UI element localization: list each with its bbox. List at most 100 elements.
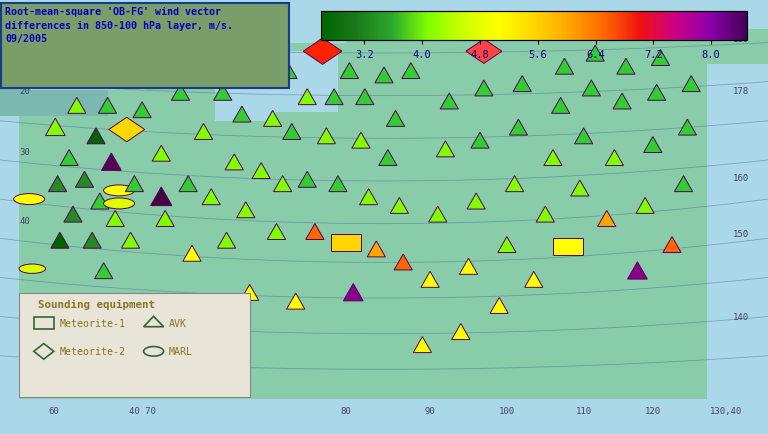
Polygon shape — [429, 207, 447, 223]
Polygon shape — [436, 141, 455, 158]
Text: 100: 100 — [438, 15, 453, 24]
Polygon shape — [303, 39, 342, 65]
Polygon shape — [263, 111, 282, 127]
Polygon shape — [171, 85, 190, 101]
Polygon shape — [306, 224, 324, 240]
Polygon shape — [513, 76, 531, 92]
FancyBboxPatch shape — [1, 4, 289, 89]
Polygon shape — [286, 293, 305, 309]
Ellipse shape — [104, 185, 134, 197]
Polygon shape — [279, 63, 297, 79]
Polygon shape — [636, 198, 654, 214]
Polygon shape — [87, 128, 105, 145]
Polygon shape — [109, 118, 144, 142]
Text: 180: 180 — [733, 35, 749, 43]
Text: 50: 50 — [19, 295, 30, 304]
Text: Meteorite-2: Meteorite-2 — [59, 347, 125, 356]
Polygon shape — [75, 172, 94, 188]
Polygon shape — [94, 263, 113, 279]
Polygon shape — [627, 262, 647, 279]
Polygon shape — [106, 211, 124, 227]
Polygon shape — [151, 187, 172, 206]
Polygon shape — [498, 237, 516, 253]
Polygon shape — [682, 76, 700, 92]
Text: Sounding equipment: Sounding equipment — [38, 299, 155, 309]
Polygon shape — [340, 63, 359, 79]
Polygon shape — [544, 150, 562, 166]
Polygon shape — [121, 233, 140, 249]
Polygon shape — [467, 194, 485, 210]
Polygon shape — [536, 207, 554, 223]
Polygon shape — [390, 198, 409, 214]
Text: 40 70: 40 70 — [129, 406, 155, 414]
Text: Root-mean-square 'OB-FG' wind vector
differences in 850-100 hPa layer, m/s.
09/2: Root-mean-square 'OB-FG' wind vector dif… — [5, 7, 233, 44]
Text: 30: 30 — [19, 148, 30, 156]
Polygon shape — [402, 63, 420, 79]
Polygon shape — [325, 89, 343, 105]
Polygon shape — [202, 189, 220, 205]
Polygon shape — [613, 94, 631, 110]
Polygon shape — [586, 46, 604, 62]
Polygon shape — [240, 285, 259, 301]
Text: 110: 110 — [576, 406, 591, 414]
Polygon shape — [298, 89, 316, 105]
Polygon shape — [551, 98, 570, 114]
Text: 60: 60 — [48, 406, 59, 414]
Text: Meteorite-1: Meteorite-1 — [59, 319, 125, 328]
Text: 140: 140 — [733, 312, 749, 321]
Polygon shape — [283, 124, 301, 140]
Polygon shape — [217, 233, 236, 249]
Polygon shape — [133, 293, 151, 309]
Polygon shape — [317, 128, 336, 145]
Polygon shape — [68, 98, 86, 114]
Ellipse shape — [19, 264, 45, 274]
Bar — [554, 239, 583, 256]
Polygon shape — [663, 237, 681, 253]
Polygon shape — [194, 306, 213, 322]
Polygon shape — [237, 202, 255, 218]
Polygon shape — [475, 81, 493, 97]
Polygon shape — [678, 120, 697, 136]
Polygon shape — [386, 111, 405, 127]
Polygon shape — [582, 81, 601, 97]
Polygon shape — [343, 284, 363, 301]
Text: 90: 90 — [425, 406, 435, 414]
Polygon shape — [394, 254, 412, 270]
Polygon shape — [352, 133, 370, 149]
Polygon shape — [45, 119, 65, 136]
FancyBboxPatch shape — [0, 30, 108, 117]
Bar — [0, 0, 768, 30]
Text: 90: 90 — [344, 15, 355, 24]
Text: 178: 178 — [733, 87, 749, 95]
Polygon shape — [647, 85, 666, 101]
Polygon shape — [64, 207, 82, 223]
Polygon shape — [598, 211, 616, 227]
Polygon shape — [505, 176, 524, 192]
Polygon shape — [233, 107, 251, 123]
Polygon shape — [466, 40, 502, 64]
FancyBboxPatch shape — [0, 399, 768, 434]
Polygon shape — [225, 155, 243, 171]
Text: 20: 20 — [19, 87, 30, 95]
Polygon shape — [509, 120, 528, 136]
Polygon shape — [605, 150, 624, 166]
Polygon shape — [48, 176, 67, 192]
Text: 80: 80 — [237, 15, 247, 24]
Text: 80: 80 — [340, 406, 351, 414]
Polygon shape — [555, 59, 574, 75]
Text: 70: 70 — [548, 15, 558, 24]
FancyBboxPatch shape — [0, 0, 19, 434]
Polygon shape — [367, 241, 386, 257]
Polygon shape — [651, 50, 670, 66]
Ellipse shape — [104, 198, 134, 210]
Polygon shape — [329, 176, 347, 192]
Polygon shape — [91, 194, 109, 210]
Polygon shape — [194, 124, 213, 140]
Polygon shape — [525, 272, 543, 288]
FancyBboxPatch shape — [0, 30, 215, 52]
Polygon shape — [490, 298, 508, 314]
FancyBboxPatch shape — [261, 52, 338, 113]
Text: 150: 150 — [733, 230, 749, 239]
Polygon shape — [574, 128, 593, 145]
Text: 40: 40 — [19, 217, 30, 226]
